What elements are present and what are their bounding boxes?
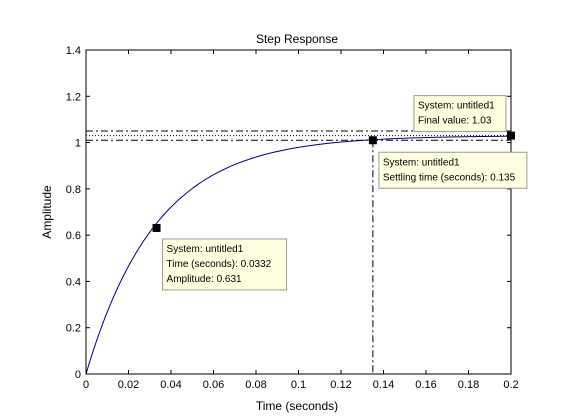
data-tip-rise: System: untitled1 Time (seconds): 0.0332 A… (162, 238, 288, 291)
x-tick-label-7: 0.14 (373, 379, 394, 391)
data-tip-line-1: Final value: 1.03 (418, 116, 492, 127)
y-tick-label-1: 0.2 (66, 323, 81, 335)
chart-title: Step Response (256, 32, 338, 46)
x-tick-label-6: 0.12 (330, 379, 351, 391)
x-tick-label-0: 0 (83, 379, 89, 391)
y-tick-label-3: 0.6 (66, 230, 81, 242)
data-tip-line-1: Settling time (seconds): 0.135 (383, 172, 516, 183)
x-tick-label-1: 0.02 (118, 379, 139, 391)
data-tip-line-1: Time (seconds): 0.0332 (167, 259, 272, 270)
series-line-untitled1 (85, 135, 512, 375)
data-tip-final: System: untitled1 Final value: 1.03 (413, 95, 507, 133)
x-tick-label-5: 0.1 (291, 379, 306, 391)
y-tick-label-4: 0.8 (66, 184, 81, 196)
data-tip-box (413, 95, 507, 133)
x-tick-label-4: 0.08 (245, 379, 266, 391)
data-tip-box (378, 151, 528, 189)
y-tick-label-0: 0 (75, 369, 81, 381)
y-tick-label-6: 1.2 (66, 91, 81, 103)
x-tick-label-9: 0.18 (458, 379, 479, 391)
data-tip-marker-settling (368, 136, 377, 145)
data-tip-line-0: System: untitled1 (167, 244, 244, 255)
y-tick-label-5: 1 (75, 138, 81, 150)
data-tip-line-0: System: untitled1 (383, 157, 460, 168)
data-tip-marker-rise (152, 223, 161, 232)
data-tip-line-0: System: untitled1 (418, 101, 495, 112)
data-tip-line-2: Amplitude: 0.631 (167, 274, 242, 285)
y-axis-label: Amplitude (40, 185, 54, 239)
x-tick-label-10: 0.2 (503, 379, 518, 391)
data-tip-box (162, 238, 288, 291)
data-tip-settling: System: untitled1 Settling time (seconds)… (378, 151, 528, 189)
x-tick-label-2: 0.04 (160, 379, 181, 391)
x-tick-label-3: 0.06 (203, 379, 224, 391)
y-tick-label-2: 0.4 (66, 276, 81, 288)
data-tip-marker-final (507, 131, 515, 140)
x-tick-label-8: 0.16 (415, 379, 436, 391)
y-tick-label-7: 1.4 (66, 45, 81, 57)
x-axis-label: Time (seconds) (256, 399, 338, 413)
